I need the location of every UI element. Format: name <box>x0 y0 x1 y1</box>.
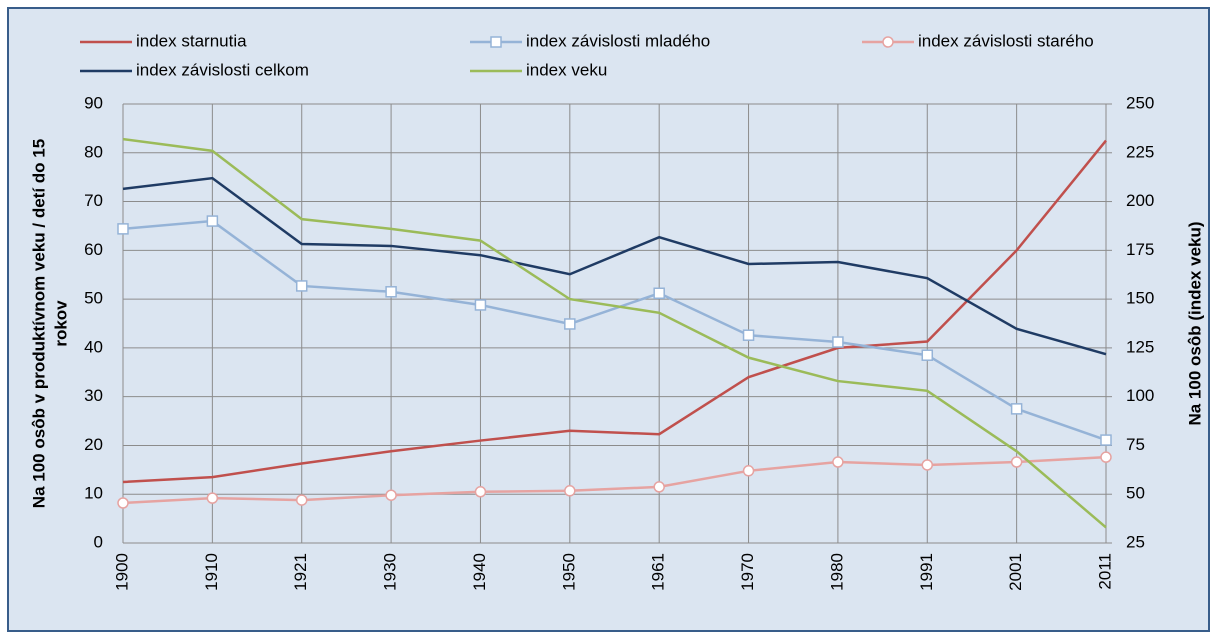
x-tick-label: 1921 <box>291 553 310 591</box>
x-tick-label: 2001 <box>1006 553 1025 591</box>
y2-tick-label: 25 <box>1126 532 1145 551</box>
y-tick-label: 80 <box>84 142 103 161</box>
marker <box>653 287 665 300</box>
marker <box>921 459 934 471</box>
y-tick-label: 30 <box>84 386 103 405</box>
y-tick-label: 90 <box>84 93 103 112</box>
y2-tick-label: 200 <box>1126 191 1154 210</box>
x-tick-label: 1900 <box>112 553 131 591</box>
y-tick-label: 0 <box>94 532 103 551</box>
y-tick-label: 20 <box>84 435 103 454</box>
legend-label: index závislosti starého <box>918 31 1094 50</box>
y2-tick-label: 250 <box>1126 93 1154 112</box>
marker <box>1010 403 1023 415</box>
marker <box>1100 451 1112 463</box>
marker <box>117 223 129 235</box>
y2-tick-label: 125 <box>1126 337 1154 356</box>
marker <box>921 349 934 361</box>
x-tick-label: 1930 <box>381 553 400 591</box>
marker <box>295 494 308 506</box>
y2-tick-label: 225 <box>1126 142 1154 161</box>
series-line <box>122 137 1107 529</box>
y2-tick-label: 75 <box>1126 435 1145 454</box>
x-tick-label: 1940 <box>470 553 489 591</box>
y-tick-label: 40 <box>84 337 103 356</box>
marker <box>385 489 397 501</box>
y-tick-label: 50 <box>84 289 103 308</box>
marker <box>832 336 844 348</box>
chart-background <box>7 7 1210 632</box>
x-tick-label: 1961 <box>649 553 668 591</box>
y2-tick-label: 150 <box>1126 289 1154 308</box>
y-tick-label: 70 <box>84 191 103 210</box>
marker <box>1100 434 1112 446</box>
marker <box>474 299 487 311</box>
legend-marker <box>882 36 894 48</box>
marker <box>117 497 129 509</box>
x-tick-label: 1950 <box>559 553 578 591</box>
marker <box>474 486 487 498</box>
y-tick-label: 10 <box>84 484 103 503</box>
x-tick-label: 1910 <box>202 553 221 591</box>
marker <box>206 492 219 504</box>
y-axis-title: rokov <box>51 300 70 347</box>
y2-tick-label: 175 <box>1126 240 1154 259</box>
legend-label: index veku <box>526 60 607 79</box>
marker <box>295 280 308 292</box>
x-tick-label: 1991 <box>917 553 936 591</box>
y2-tick-label: 50 <box>1126 484 1145 503</box>
x-tick-label: 1970 <box>738 553 757 591</box>
series-line <box>122 139 1107 484</box>
marker <box>564 318 576 330</box>
y-axis-title: Na 100 osôb v produktívnom veku / detí d… <box>29 139 48 508</box>
x-tick-label: 1980 <box>827 553 846 591</box>
marker <box>653 481 665 493</box>
y2-tick-label: 100 <box>1126 386 1154 405</box>
marker <box>385 286 397 298</box>
series-line <box>122 219 1107 442</box>
marker <box>1010 456 1023 468</box>
legend-marker <box>490 36 502 48</box>
marker <box>832 456 844 468</box>
marker <box>742 329 755 341</box>
legend-label: index starnutia <box>136 31 247 50</box>
marker <box>564 485 576 497</box>
y-tick-label: 60 <box>84 240 103 259</box>
y2-axis-title: Na 100 osôb (index veku) <box>1185 221 1204 425</box>
legend-label: index závislosti celkom <box>136 60 309 79</box>
marker <box>742 465 755 477</box>
series-line <box>122 176 1107 356</box>
series-line <box>122 455 1107 505</box>
legend-label: index závislosti mladého <box>526 31 710 50</box>
x-tick-label: 2011 <box>1095 553 1114 590</box>
marker <box>206 215 219 227</box>
